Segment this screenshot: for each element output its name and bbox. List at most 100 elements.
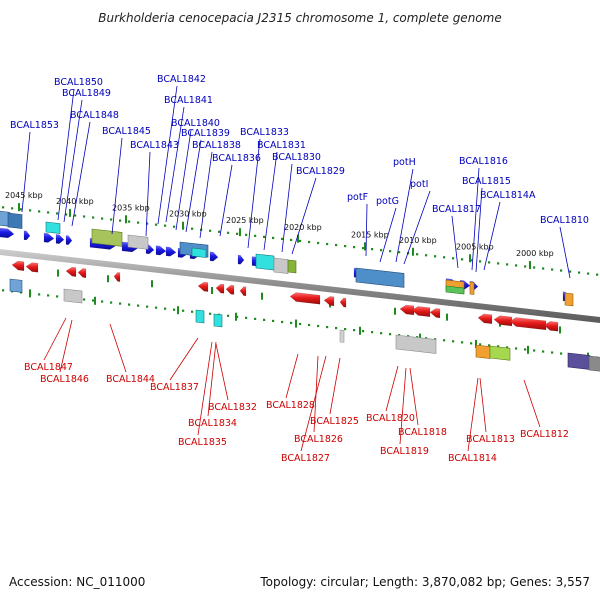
scale-tick bbox=[527, 345, 529, 354]
forward-track-dot bbox=[227, 231, 230, 234]
forward-gene-arrow bbox=[65, 235, 73, 245]
forward-track-dot bbox=[461, 258, 464, 261]
reverse-track-dot bbox=[92, 299, 95, 302]
forward-track-dot bbox=[569, 270, 572, 273]
feature-block bbox=[567, 352, 591, 370]
forward-gene-label: BCAL1830 bbox=[272, 152, 321, 163]
reverse-track-dot bbox=[263, 318, 266, 321]
reverse-track-dot bbox=[83, 298, 86, 301]
reverse-track-dot bbox=[479, 343, 482, 346]
forward-track-dot bbox=[65, 213, 68, 216]
forward-track-dot bbox=[128, 220, 131, 223]
reverse-label-leader bbox=[285, 353, 299, 399]
reverse-track-dot bbox=[488, 344, 491, 347]
forward-label-leader bbox=[175, 129, 192, 231]
forward-track-dot bbox=[434, 255, 437, 258]
forward-label-leader bbox=[291, 177, 317, 255]
scale-tick-label: 2045 kbp bbox=[5, 191, 43, 200]
reverse-gene-label: BCAL1818 bbox=[398, 427, 447, 438]
scale-tick-label: 2035 kbp bbox=[112, 203, 150, 212]
reverse-gene-arrow bbox=[289, 292, 321, 305]
forward-track-dot bbox=[299, 239, 302, 243]
reverse-gene-label: BCAL1847 bbox=[24, 362, 73, 373]
forward-track-dot bbox=[146, 222, 149, 225]
forward-track-dot bbox=[263, 235, 266, 238]
forward-track-dot bbox=[326, 242, 329, 246]
reverse-gene-label: BCAL1844 bbox=[106, 374, 155, 385]
feature-block bbox=[355, 267, 405, 288]
feature-block bbox=[273, 257, 289, 274]
reverse-track-dot bbox=[281, 320, 284, 324]
feature-block bbox=[213, 313, 223, 328]
forward-gene-arrow bbox=[209, 251, 219, 262]
reverse-track-dot bbox=[506, 346, 509, 349]
forward-track-dot bbox=[596, 273, 599, 276]
forward-track-dot bbox=[497, 262, 500, 265]
chromosome-backbone bbox=[0, 249, 600, 323]
forward-label-leader bbox=[71, 121, 91, 227]
forward-label-leader bbox=[21, 131, 31, 213]
reverse-track-dot bbox=[236, 315, 239, 318]
reverse-track-dot bbox=[470, 342, 473, 345]
forward-label-leader bbox=[111, 137, 123, 235]
feature-block bbox=[9, 278, 23, 293]
reverse-track-dot bbox=[461, 341, 464, 344]
forward-track-dot bbox=[137, 221, 140, 224]
reverse-track-dot bbox=[362, 330, 365, 333]
reverse-gene-arrow bbox=[493, 315, 513, 327]
reverse-track-dot bbox=[515, 347, 518, 350]
reverse-gene-label: BCAL1819 bbox=[380, 446, 429, 457]
scale-tick bbox=[446, 313, 448, 321]
forward-track-dot bbox=[335, 243, 338, 247]
forward-track-dot bbox=[2, 206, 5, 209]
reverse-track-dot bbox=[227, 314, 230, 317]
forward-gene-label: BCAL1841 bbox=[164, 95, 213, 106]
forward-track-dot bbox=[560, 269, 563, 272]
forward-track-dot bbox=[281, 237, 284, 241]
forward-gene-label: BCAL1810 bbox=[540, 215, 589, 226]
forward-gene-label: BCAL1816 bbox=[459, 156, 508, 167]
reverse-gene-label: BCAL1828 bbox=[266, 400, 315, 411]
forward-track-dot bbox=[191, 227, 194, 230]
scale-tick bbox=[211, 287, 213, 295]
scale-tick bbox=[125, 215, 127, 224]
feature-block bbox=[469, 281, 475, 295]
reverse-gene-arrow bbox=[429, 308, 441, 319]
scale-tick bbox=[94, 296, 96, 305]
reverse-gene-label: BCAL1812 bbox=[520, 429, 569, 440]
scale-tick bbox=[177, 306, 179, 315]
forward-track-dot bbox=[173, 225, 176, 228]
scale-tick bbox=[412, 247, 414, 256]
reverse-track-dot bbox=[110, 301, 113, 304]
forward-gene-arrow bbox=[237, 254, 245, 265]
feature-block bbox=[255, 253, 275, 271]
reverse-track-dot bbox=[101, 300, 104, 303]
reverse-label-leader bbox=[59, 319, 73, 373]
reverse-track-dot bbox=[2, 289, 5, 292]
forward-label-leader bbox=[263, 151, 278, 251]
forward-gene-label: BCAL1843 bbox=[130, 140, 179, 151]
forward-gene-label: BCAL1814A bbox=[480, 190, 536, 201]
feature-block bbox=[191, 247, 207, 258]
forward-track-dot bbox=[317, 241, 320, 245]
forward-track-dot bbox=[218, 230, 221, 233]
forward-track-dot bbox=[29, 209, 32, 212]
forward-label-leader bbox=[145, 151, 151, 237]
reverse-track-dot bbox=[47, 294, 50, 297]
reverse-track-dot bbox=[254, 317, 257, 320]
feature-block bbox=[287, 259, 297, 274]
forward-label-leader bbox=[451, 215, 459, 269]
reverse-label-leader bbox=[329, 357, 341, 415]
reverse-track-dot bbox=[56, 295, 59, 298]
forward-gene-label: BCAL1849 bbox=[62, 88, 111, 99]
reverse-track-dot bbox=[542, 350, 545, 353]
scale-tick bbox=[394, 307, 396, 315]
scale-tick-label: 2020 kbp bbox=[284, 223, 322, 232]
forward-gene-label: potH bbox=[393, 157, 416, 168]
reverse-gene-label: BCAL1827 bbox=[281, 453, 330, 464]
reverse-track-dot bbox=[551, 351, 554, 354]
forward-gene-label: BCAL1850 bbox=[54, 77, 103, 88]
forward-track-dot bbox=[209, 229, 212, 232]
reverse-gene-label: BCAL1826 bbox=[294, 434, 343, 445]
reverse-gene-label: BCAL1834 bbox=[188, 418, 237, 429]
